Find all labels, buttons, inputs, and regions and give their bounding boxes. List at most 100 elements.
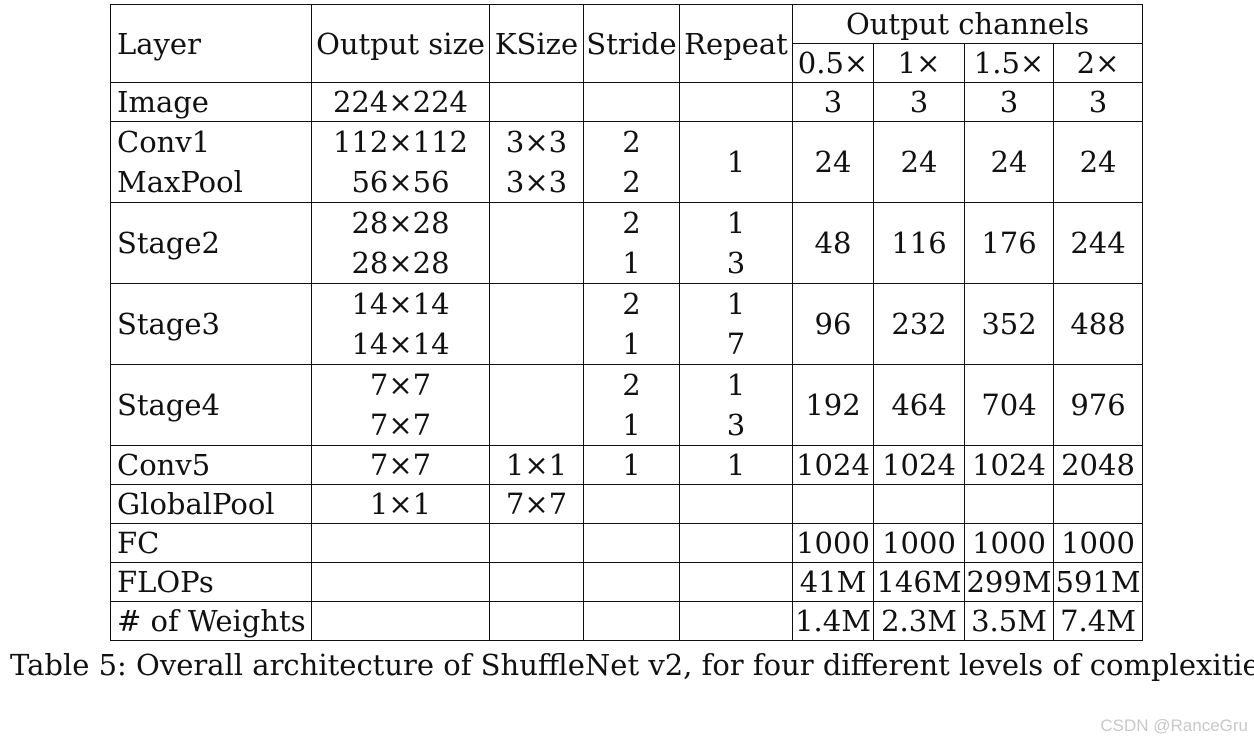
table-row: Stage2 28×28 28×28 2 1 1 3 48 116 176 24…: [110, 202, 1144, 284]
header-channel-variant: 1×: [873, 43, 965, 83]
row-ksize: 7×7: [489, 484, 584, 524]
row-repeat-line: 3: [726, 246, 746, 280]
row-channel: 24: [964, 121, 1054, 203]
row-channel: 1000: [873, 523, 965, 563]
row-channel: 1.4M: [792, 601, 874, 641]
table-row: GlobalPool 1×1 7×7: [110, 484, 1144, 524]
row-output-size: [311, 601, 490, 641]
row-layer: Conv1 MaxPool: [110, 121, 312, 203]
row-output-size-line: 14×14: [351, 327, 450, 361]
row-output-size: 112×112 56×56: [311, 121, 490, 203]
row-repeat: [679, 82, 793, 122]
row-output-size-line: 7×7: [369, 368, 432, 402]
row-stride: [583, 82, 680, 122]
row-channel: 464: [873, 364, 965, 446]
row-repeat: [679, 523, 793, 563]
row-channel: 1000: [792, 523, 874, 563]
table-row: FC 1000 1000 1000 1000: [110, 523, 1144, 563]
row-output-size-line: 112×112: [332, 125, 468, 159]
row-output-size-line: 56×56: [351, 165, 450, 199]
row-channel: 3: [873, 82, 965, 122]
row-channel: 488: [1052, 283, 1144, 365]
row-repeat: [679, 601, 793, 641]
row-stride: 1: [583, 445, 680, 485]
table-row: Conv1 MaxPool 112×112 56×56 3×3 3×3 2 2 …: [110, 121, 1144, 203]
row-output-size: 28×28 28×28: [311, 202, 490, 284]
row-stride: 2 1: [583, 364, 680, 446]
row-ksize: [489, 82, 584, 122]
row-repeat-line: 1: [726, 368, 746, 402]
row-channel: 2.3M: [873, 601, 965, 641]
row-layer: Stage4: [110, 364, 312, 446]
row-channel: 3: [964, 82, 1054, 122]
row-channel: 1024: [792, 445, 874, 485]
row-layer: Stage3: [110, 283, 312, 365]
row-stride-line: 1: [622, 327, 641, 361]
row-stride-line: 2: [622, 165, 641, 199]
watermark: CSDN @RanceGru: [1100, 716, 1248, 735]
row-channel: 96: [792, 283, 874, 365]
row-ksize: [489, 364, 584, 446]
header-channel-variant: 0.5×: [792, 43, 874, 83]
header-layer: Layer: [110, 4, 312, 83]
header-repeat: Repeat: [679, 4, 793, 83]
row-layer: FLOPs: [110, 562, 312, 602]
row-ksize: [489, 562, 584, 602]
header-channel-variant: 2×: [1052, 43, 1144, 83]
row-output-size: [311, 562, 490, 602]
row-layer: Image: [110, 82, 312, 122]
row-channel: 1000: [964, 523, 1054, 563]
row-repeat: [679, 562, 793, 602]
row-ksize-line: 3×3: [505, 125, 568, 159]
row-channel: 48: [792, 202, 874, 284]
row-repeat: 1 7: [679, 283, 793, 365]
row-channel: 116: [873, 202, 965, 284]
row-channel: 3: [792, 82, 874, 122]
row-layer: Conv5: [110, 445, 312, 485]
row-repeat: [679, 484, 793, 524]
row-repeat-line: 1: [726, 206, 746, 240]
row-channel: 232: [873, 283, 965, 365]
row-repeat-line: 3: [726, 408, 746, 442]
row-output-size-line: 14×14: [351, 287, 450, 321]
table-row: Image 224×224 3 3 3 3: [110, 82, 1144, 122]
header-output-size: Output size: [311, 4, 490, 83]
row-ksize: [489, 202, 584, 284]
architecture-table: Layer Output size KSize Stride Repeat Ou…: [110, 4, 1144, 641]
row-channel: 1000: [1052, 523, 1144, 563]
header-channel-variant: 1.5×: [964, 43, 1054, 83]
header-output-channels: Output channels: [791, 4, 1144, 44]
row-channel: 976: [1052, 364, 1144, 446]
row-ksize: 1×1: [489, 445, 584, 485]
header-ksize: KSize: [489, 4, 584, 83]
row-stride-line: 2: [622, 125, 641, 159]
row-output-size: 1×1: [311, 484, 490, 524]
row-channel: [873, 484, 965, 524]
row-ksize: [489, 523, 584, 563]
row-layer: Stage2: [110, 202, 312, 284]
row-ksize-line: 3×3: [505, 165, 568, 199]
row-output-size-line: 7×7: [369, 408, 432, 442]
row-repeat: 1: [679, 445, 793, 485]
row-channel: 176: [964, 202, 1054, 284]
row-channel: 24: [792, 121, 874, 203]
row-channel: [1052, 484, 1144, 524]
header-stride: Stride: [583, 4, 680, 83]
row-channel: 591M: [1052, 562, 1144, 602]
row-channel: 41M: [792, 562, 874, 602]
row-repeat: 1: [679, 121, 793, 203]
row-stride: [583, 484, 680, 524]
table-row: Conv5 7×7 1×1 1 1 1024 1024 1024 2048: [110, 445, 1144, 485]
row-repeat-line: 7: [726, 327, 746, 361]
row-stride-line: 2: [622, 287, 641, 321]
row-stride: 2 1: [583, 202, 680, 284]
row-channel: 3.5M: [964, 601, 1054, 641]
row-layer-line: Conv1: [117, 125, 211, 159]
row-stride-line: 1: [622, 246, 641, 280]
table-row: FLOPs 41M 146M 299M 591M: [110, 562, 1144, 602]
row-output-size: 7×7: [311, 445, 490, 485]
row-output-size: [311, 523, 490, 563]
row-channel: [964, 484, 1054, 524]
row-channel: 146M: [873, 562, 965, 602]
row-layer: # of Weights: [110, 601, 312, 641]
